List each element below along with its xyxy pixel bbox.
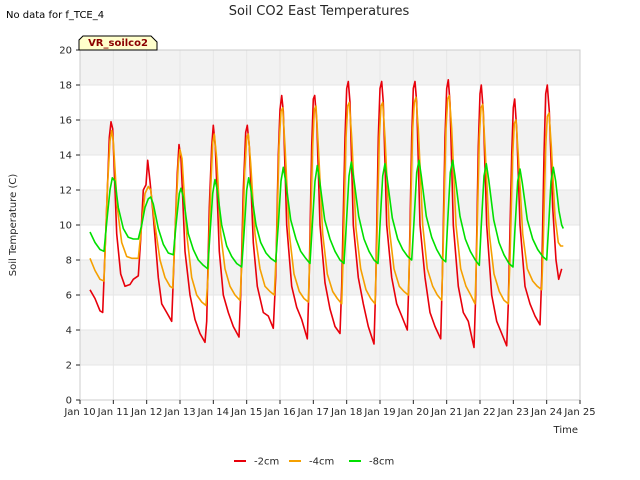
x-tick-label: Jan 11 bbox=[97, 407, 129, 418]
x-axis-ticks: Jan 10 Jan 11 Jan 12 Jan 13 Jan 14 Jan 15 Jan … bbox=[63, 400, 596, 418]
background-band bbox=[80, 330, 580, 365]
y-tick-label: 0 bbox=[66, 396, 72, 407]
legend-label: -2cm bbox=[254, 457, 279, 468]
x-tick-label: Jan 17 bbox=[297, 407, 329, 418]
legend: -2cm -4cm -8cm bbox=[234, 457, 394, 468]
y-tick-label: 14 bbox=[59, 151, 72, 162]
y-tick-label: 12 bbox=[59, 186, 72, 197]
x-tick-label: Jan 14 bbox=[197, 407, 229, 418]
site-badge-box bbox=[78, 35, 158, 51]
x-tick-label: Jan 24 bbox=[530, 407, 562, 418]
site-badge: VR_soilco2 bbox=[78, 35, 158, 51]
y-tick-label: 18 bbox=[59, 81, 72, 92]
series-line-4cm bbox=[89, 94, 564, 307]
site-badge-label: VR_soilco2 bbox=[88, 38, 148, 49]
legend-label: -4cm bbox=[309, 457, 334, 468]
y-tick-label: 20 bbox=[59, 46, 72, 57]
y-tick-label: 16 bbox=[59, 116, 72, 127]
x-tick-label: Jan 18 bbox=[330, 407, 362, 418]
y-tick-label: 2 bbox=[66, 361, 72, 372]
x-tick-label: Jan 23 bbox=[497, 407, 529, 418]
chart-title: Soil CO2 East Temperatures bbox=[229, 4, 410, 19]
x-tick-label: Jan 15 bbox=[230, 407, 262, 418]
data-series bbox=[89, 79, 565, 349]
y-tick-label: 6 bbox=[66, 291, 72, 302]
x-tick-label: Jan 20 bbox=[397, 407, 429, 418]
x-axis-title: Time bbox=[553, 425, 578, 436]
y-tick-label: 8 bbox=[66, 256, 72, 267]
x-tick-label: Jan 12 bbox=[130, 407, 162, 418]
y-tick-label: 10 bbox=[59, 221, 72, 232]
background-band bbox=[80, 50, 580, 85]
x-tick-label: Jan 21 bbox=[430, 407, 462, 418]
x-tick-label: Jan 13 bbox=[163, 407, 195, 418]
y-axis-title: Soil Temperature (C) bbox=[8, 174, 19, 277]
no-data-note: No data for f_TCE_4 bbox=[6, 10, 104, 21]
x-tick-label: Jan 16 bbox=[263, 407, 295, 418]
x-tick-label: Jan 25 bbox=[563, 407, 595, 418]
background-band bbox=[80, 190, 580, 225]
x-tick-label: Jan 19 bbox=[363, 407, 395, 418]
plot-background-bands bbox=[80, 50, 580, 365]
background-band bbox=[80, 260, 580, 295]
y-tick-label: 4 bbox=[66, 326, 72, 337]
series-line-8cm bbox=[89, 159, 565, 270]
y-axis-ticks: 0 2 4 6 8 10 12 14 16 18 20 bbox=[59, 46, 80, 407]
background-band bbox=[80, 120, 580, 155]
legend-label: -8cm bbox=[369, 457, 394, 468]
x-tick-label: Jan 10 bbox=[63, 407, 95, 418]
x-tick-label: Jan 22 bbox=[463, 407, 495, 418]
